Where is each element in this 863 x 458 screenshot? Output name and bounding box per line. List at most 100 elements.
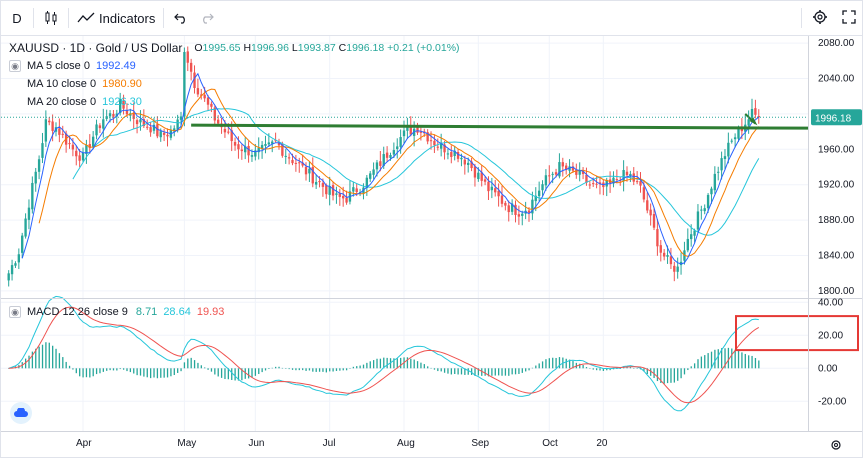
- candle-body: [470, 161, 473, 169]
- macd-histogram-bar: [727, 347, 730, 369]
- macd-histogram-bar: [264, 368, 267, 371]
- macd-histogram-bar: [325, 368, 327, 373]
- candle-body: [237, 144, 240, 150]
- macd-histogram-bar: [356, 366, 358, 369]
- candle-body: [193, 72, 196, 88]
- gear-icon[interactable]: [831, 440, 841, 450]
- interval-button[interactable]: D: [12, 10, 22, 26]
- ma5-value: 1992.49: [95, 60, 136, 72]
- macd-histogram-bar: [271, 367, 273, 369]
- macd-histogram-bar: [312, 368, 314, 372]
- candle-body: [44, 119, 48, 142]
- candle-body: [409, 126, 412, 135]
- candle-body: [754, 108, 757, 115]
- macd-histogram-bar: [693, 363, 696, 369]
- macd-histogram-bar: [298, 368, 300, 371]
- macd-histogram-bar: [295, 368, 297, 371]
- macd-histogram-bar: [207, 368, 209, 370]
- macd-histogram-bar: [633, 368, 635, 369]
- indicators-button[interactable]: Indicators: [69, 1, 163, 35]
- candle-body: [179, 116, 183, 120]
- tradingview-logo[interactable]: [10, 402, 32, 424]
- toolbar-divider: [163, 8, 165, 28]
- candle-body: [588, 184, 592, 186]
- macd-histogram-bar: [474, 368, 476, 376]
- candle-body: [291, 159, 294, 164]
- signal-line: [8, 306, 760, 404]
- candle-body: [91, 136, 95, 147]
- macd-histogram-bar: [79, 368, 81, 377]
- macd-histogram-bar: [602, 368, 605, 371]
- candle-body: [433, 140, 436, 146]
- macd-histogram-bar: [616, 368, 618, 369]
- macd-histogram-bar: [119, 368, 121, 370]
- candle-body: [216, 119, 220, 124]
- macd-histogram-bar: [477, 368, 480, 376]
- ma5-label: MA 5 close 0: [27, 60, 90, 72]
- toolbar-divider: [33, 8, 34, 28]
- macd-histogram-bar: [244, 368, 246, 379]
- candle-body: [284, 155, 287, 157]
- macd-histogram-bar: [656, 368, 659, 382]
- candle-body: [88, 144, 91, 149]
- chart-canvas[interactable]: 2080.002040.002000.001960.001920.001880.…: [1, 36, 862, 457]
- macd-histogram-bar: [220, 368, 223, 378]
- macd-histogram-bar: [541, 361, 544, 369]
- candle-body: [585, 174, 588, 183]
- undo-button[interactable]: [164, 1, 194, 35]
- ma5-line: [21, 72, 760, 265]
- macd-histogram-bar: [332, 368, 334, 372]
- candle-body: [639, 181, 642, 186]
- macd-histogram-bar: [214, 368, 216, 375]
- macd-histogram-bar: [579, 363, 581, 369]
- macd-histogram-bar: [99, 368, 101, 374]
- macd-histogram-bar: [166, 368, 169, 378]
- fullscreen-button[interactable]: [836, 9, 862, 27]
- macd-histogram-bar: [329, 368, 331, 372]
- candle-body: [240, 149, 244, 152]
- macd-histogram-bar: [521, 368, 523, 373]
- candle-body: [328, 185, 331, 195]
- macd-pane[interactable]: [8, 295, 859, 412]
- candle-body: [521, 213, 524, 216]
- macd-histogram-bar: [599, 368, 601, 371]
- macd-histogram-bar: [55, 348, 57, 369]
- candle-body: [24, 218, 27, 237]
- candle-body: [554, 172, 558, 175]
- candles-button[interactable]: [34, 1, 68, 35]
- redo-button[interactable]: [194, 1, 220, 35]
- candle-body: [439, 142, 443, 149]
- macd-histogram-bar: [751, 355, 753, 369]
- macd-histogram-bar: [704, 355, 706, 369]
- macd-histogram-bar: [197, 362, 199, 369]
- ma5-legend[interactable]: ◉ MA 5 close 0 1992.49: [9, 57, 142, 75]
- toolbar-divider: [801, 8, 802, 28]
- eye-icon[interactable]: ◉: [9, 306, 21, 318]
- candle-body: [548, 175, 551, 177]
- settings-button[interactable]: [808, 9, 832, 28]
- macd-histogram-bar: [48, 342, 50, 369]
- macd-histogram-bar: [528, 368, 530, 371]
- indicators-icon: [77, 12, 95, 23]
- candle-body: [575, 169, 578, 175]
- candle-body: [558, 162, 561, 177]
- candle-body: [673, 265, 676, 272]
- candle-body: [213, 107, 216, 121]
- candle-body: [75, 150, 78, 157]
- macd-tick-label: 0.00: [818, 363, 838, 374]
- candle-body: [402, 130, 406, 137]
- candle-body: [260, 144, 264, 149]
- macd-histogram-bar: [95, 368, 98, 375]
- candle-body: [375, 162, 379, 170]
- candle-body: [723, 156, 727, 160]
- ma20-value: 1926.30: [102, 96, 142, 108]
- macd-histogram-bar: [72, 368, 74, 370]
- eye-icon[interactable]: ◉: [9, 60, 21, 72]
- toolbar-right: [801, 1, 862, 35]
- candle-body: [369, 173, 372, 179]
- macd-histogram-bar: [721, 348, 723, 369]
- candle-body: [659, 245, 662, 253]
- price-pane[interactable]: [1, 46, 809, 287]
